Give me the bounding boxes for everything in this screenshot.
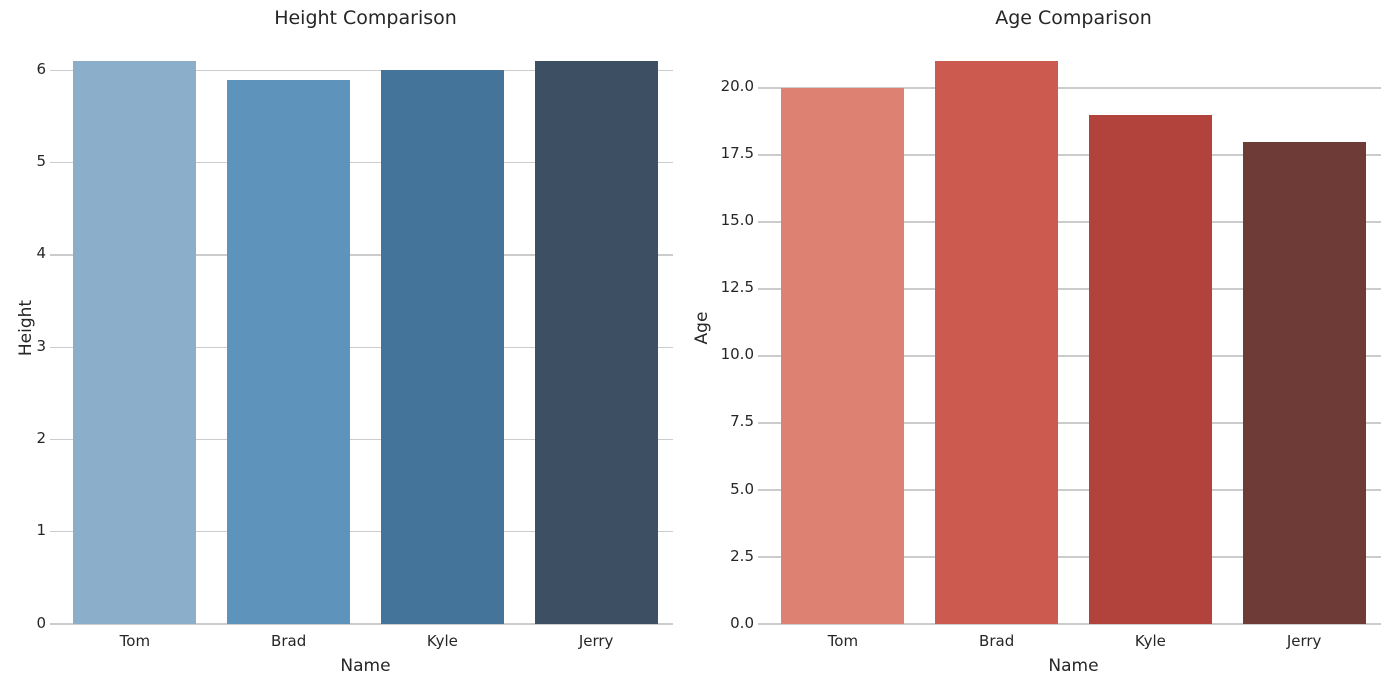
x-tick-label-brad: Brad xyxy=(979,632,1015,650)
y-tick-label: 20.0 xyxy=(720,77,754,96)
gridline xyxy=(766,288,1381,290)
x-tick-label-brad: Brad xyxy=(271,632,307,650)
gridline xyxy=(766,556,1381,558)
y-tick-label: 15.0 xyxy=(720,211,754,230)
x-tick-label-jerry: Jerry xyxy=(1286,632,1322,650)
x-tick-label-kyle: Kyle xyxy=(426,632,458,650)
gridline xyxy=(58,346,673,348)
y-tick-mark xyxy=(758,422,766,424)
bar-brad xyxy=(935,61,1059,624)
gridline xyxy=(766,154,1381,156)
age-y-axis-label: Age xyxy=(692,311,712,345)
y-tick-label: 2 xyxy=(36,428,46,447)
bar-kyle xyxy=(380,70,504,624)
age-chart-title: Age Comparison xyxy=(995,7,1152,29)
y-tick-mark xyxy=(758,154,766,156)
y-tick-label: 1 xyxy=(36,521,46,540)
y-tick-label: 2.5 xyxy=(730,546,754,565)
height-x-axis-label: Name xyxy=(340,656,391,676)
y-tick-mark xyxy=(50,69,58,72)
gridline xyxy=(58,254,673,256)
gridline xyxy=(766,221,1381,223)
y-tick-mark xyxy=(758,556,766,558)
y-tick-mark xyxy=(758,288,766,290)
gridline xyxy=(58,623,673,625)
bar-jerry xyxy=(534,61,658,624)
gridline xyxy=(58,162,673,164)
gridline xyxy=(58,531,673,533)
y-tick-label: 5.0 xyxy=(730,479,754,498)
y-tick-label: 0 xyxy=(36,613,46,632)
y-tick-label: 12.5 xyxy=(720,278,754,297)
y-tick-mark xyxy=(50,346,58,348)
gridline xyxy=(766,422,1381,424)
gridline xyxy=(766,623,1381,625)
bar-jerry xyxy=(1242,141,1366,624)
y-tick-mark xyxy=(758,87,766,89)
y-tick-label: 4 xyxy=(36,244,46,263)
y-tick-label: 6 xyxy=(36,59,46,78)
gridline xyxy=(58,69,673,72)
y-tick-label: 5 xyxy=(36,152,46,171)
y-tick-label: 10.0 xyxy=(720,345,754,364)
y-tick-mark xyxy=(50,623,58,625)
x-tick-label-jerry: Jerry xyxy=(578,632,614,650)
height-chart-title: Height Comparison xyxy=(274,7,457,29)
bar-tom xyxy=(73,61,197,624)
y-tick-mark xyxy=(758,623,766,625)
x-tick-label-tom: Tom xyxy=(119,632,151,650)
bar-brad xyxy=(227,79,351,624)
y-tick-mark xyxy=(758,221,766,223)
gridline xyxy=(766,355,1381,357)
y-tick-label: 7.5 xyxy=(730,412,754,431)
x-tick-label-tom: Tom xyxy=(827,632,859,650)
age-x-axis-label: Name xyxy=(1048,656,1099,676)
y-tick-mark xyxy=(50,162,58,164)
height-y-axis-label: Height xyxy=(16,299,36,357)
gridline xyxy=(766,87,1381,89)
y-tick-mark xyxy=(758,355,766,357)
height-chart-plot-area: 0 1 2 3 4 5 6 Tom Brad Kyle Jerry xyxy=(36,33,673,650)
bar-kyle xyxy=(1088,114,1212,624)
x-tick-label-kyle: Kyle xyxy=(1134,632,1166,650)
y-tick-mark xyxy=(50,438,58,441)
y-tick-mark xyxy=(50,531,58,533)
y-tick-label: 0.0 xyxy=(730,613,754,632)
y-tick-mark xyxy=(758,489,766,491)
y-tick-mark xyxy=(50,254,58,256)
y-tick-label: 17.5 xyxy=(720,144,754,163)
bar-tom xyxy=(781,87,905,624)
age-chart-plot-area: 0.0 2.5 5.0 7.5 10.0 12.5 15.0 17.5 20.0 Tom Brad K… xyxy=(721,33,1381,650)
gridline xyxy=(766,489,1381,491)
gridline xyxy=(58,438,673,441)
y-tick-label: 3 xyxy=(36,336,46,355)
